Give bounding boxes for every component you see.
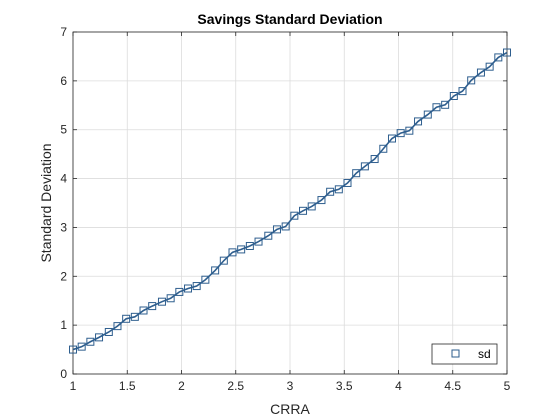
data-point — [272, 225, 281, 234]
data-point — [192, 282, 201, 291]
legend-entry-sd: sd — [478, 347, 491, 361]
series-group — [69, 48, 511, 354]
y-tick-label: 3 — [60, 220, 67, 234]
data-point — [396, 129, 405, 138]
data-point — [184, 284, 193, 293]
x-tick-label: 3.5 — [336, 379, 353, 393]
data-point — [414, 117, 423, 126]
x-tick-label: 1 — [70, 379, 77, 393]
legend-box — [431, 343, 498, 365]
data-point — [334, 185, 343, 194]
data-point — [281, 222, 290, 231]
data-point — [245, 241, 254, 250]
x-tick-label: 3 — [287, 379, 294, 393]
data-point — [494, 53, 503, 62]
data-point — [485, 62, 494, 71]
x-tick-label: 2.5 — [227, 379, 244, 393]
data-point — [317, 196, 326, 205]
data-point — [254, 237, 263, 246]
data-point — [441, 100, 450, 109]
y-axis-label: Standard Deviation — [38, 143, 54, 262]
data-point — [104, 327, 113, 336]
data-point — [175, 287, 184, 296]
data-point — [69, 345, 77, 354]
data-point — [352, 169, 361, 178]
chart-title: Savings Standard Deviation — [197, 11, 382, 27]
data-point — [157, 297, 166, 306]
data-point — [476, 68, 485, 77]
x-tick-label: 1.5 — [119, 379, 136, 393]
data-point — [379, 144, 388, 153]
data-point — [449, 92, 458, 100]
data-point — [237, 245, 246, 254]
x-tick-label: 5 — [504, 379, 511, 393]
data-point — [503, 48, 511, 57]
data-point — [228, 248, 237, 257]
tick-marks — [72, 31, 508, 375]
x-tick-label: 2 — [178, 379, 185, 393]
x-axis-label: CRRA — [270, 401, 310, 417]
data-point — [307, 202, 316, 211]
data-point — [360, 162, 369, 171]
y-tick-label: 7 — [60, 25, 67, 39]
data-point — [299, 206, 308, 215]
data-point — [148, 302, 157, 311]
y-tick-label: 6 — [60, 74, 67, 88]
data-point — [264, 231, 273, 240]
data-point — [139, 306, 148, 315]
data-point — [122, 314, 131, 323]
series-line-sd — [72, 51, 508, 351]
data-point — [405, 126, 414, 135]
data-point — [77, 342, 86, 351]
data-point — [458, 87, 467, 96]
data-point — [432, 103, 441, 112]
data-point — [387, 134, 396, 143]
y-tick-label: 2 — [60, 269, 67, 283]
data-point — [467, 76, 476, 85]
legend[interactable]: sd — [431, 343, 498, 365]
legend-marker-square — [451, 349, 460, 358]
y-tick-label: 1 — [60, 318, 67, 332]
data-point — [130, 312, 139, 321]
x-tick-label: 4.5 — [444, 379, 461, 393]
data-point — [95, 333, 104, 342]
data-point — [219, 256, 228, 265]
y-tick-label: 0 — [60, 367, 67, 381]
data-point — [211, 266, 220, 275]
data-point — [113, 322, 122, 331]
data-point — [423, 110, 432, 119]
y-tick-label: 5 — [60, 123, 67, 137]
data-point — [343, 178, 352, 187]
data-point — [86, 337, 95, 346]
y-tick-label: 4 — [60, 172, 67, 186]
data-point — [290, 211, 299, 220]
data-point — [326, 187, 335, 196]
data-point — [370, 155, 379, 164]
x-tick-label: 4 — [395, 379, 402, 393]
data-point — [201, 275, 210, 284]
data-point — [166, 294, 175, 303]
